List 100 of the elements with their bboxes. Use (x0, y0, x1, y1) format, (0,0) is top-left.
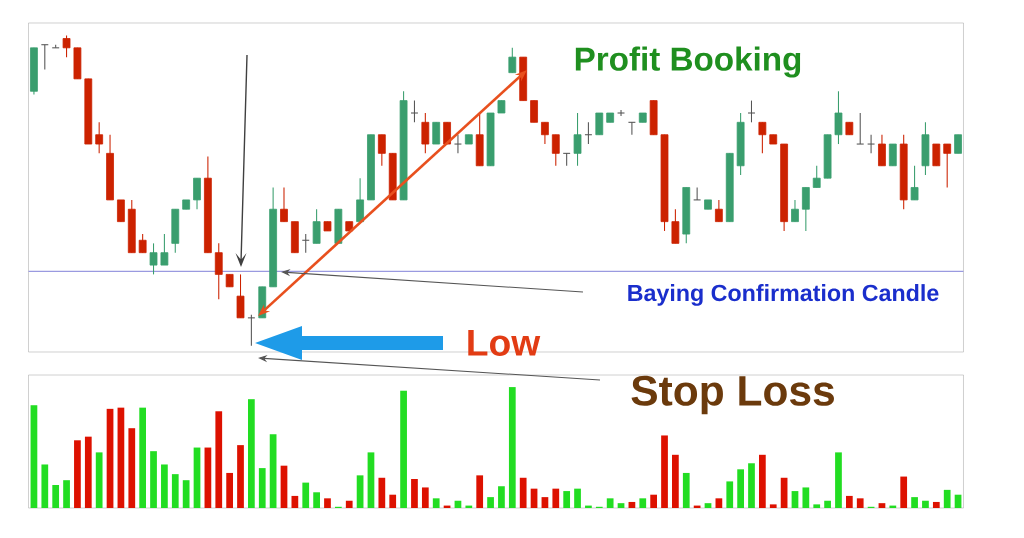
candlestick (432, 121, 441, 145)
bar (617, 503, 625, 508)
candlestick (421, 112, 430, 154)
bar (226, 472, 234, 508)
candlestick (910, 165, 919, 201)
candlestick (867, 134, 876, 154)
bar (313, 492, 320, 508)
bar (139, 407, 147, 508)
bar (161, 464, 168, 508)
bar (432, 498, 440, 508)
bar (835, 452, 842, 508)
bar (248, 399, 255, 508)
candlestick (747, 100, 756, 123)
candlestick (508, 47, 517, 74)
bar (813, 504, 821, 508)
candlestick (595, 112, 604, 136)
bar (552, 488, 560, 508)
bar (900, 476, 908, 508)
candlestick (562, 152, 571, 167)
candlestick (617, 109, 626, 117)
bar (302, 482, 310, 508)
candlestick (117, 199, 125, 223)
bar (606, 498, 614, 508)
bar (824, 500, 831, 508)
candlestick (671, 208, 680, 244)
candlestick (214, 242, 223, 300)
bar (563, 491, 571, 508)
bar (541, 497, 549, 508)
bar (74, 440, 81, 508)
bar (922, 500, 929, 508)
candlestick (584, 121, 593, 145)
annotation: Profit Booking (575, 46, 801, 78)
bar (345, 500, 353, 508)
candlestick (627, 121, 636, 136)
bar (421, 487, 429, 508)
bar (943, 489, 951, 508)
bar (715, 498, 723, 508)
bar (400, 390, 407, 508)
bar (258, 468, 266, 508)
candlestick (193, 177, 201, 210)
bar (215, 411, 223, 508)
candlestick (301, 233, 310, 254)
bar (574, 488, 581, 508)
candlestick (715, 199, 723, 223)
candlestick (943, 143, 952, 189)
bar (737, 469, 744, 508)
candlestick (247, 314, 256, 347)
bar (845, 495, 853, 508)
bar (911, 497, 918, 508)
bar (769, 504, 777, 508)
candlestick (149, 242, 158, 275)
bar (52, 485, 60, 508)
candlestick (573, 112, 582, 167)
candlestick (693, 186, 702, 201)
bar (324, 498, 331, 508)
candlestick (541, 121, 549, 145)
candlestick (377, 134, 386, 167)
bar (672, 454, 679, 508)
candlestick (530, 100, 538, 123)
candlestick (410, 100, 419, 123)
bar (726, 481, 734, 508)
candlestick (40, 44, 49, 71)
bar (291, 495, 299, 508)
bar (498, 486, 505, 508)
candlestick (138, 233, 147, 254)
bar (758, 454, 766, 508)
candlestick (812, 165, 821, 189)
bar (237, 445, 244, 508)
candlestick (878, 134, 886, 167)
bar (704, 503, 712, 508)
bar (150, 451, 157, 508)
candlestick (758, 121, 767, 154)
bar (802, 487, 810, 508)
candlestick (801, 186, 810, 232)
candlestick (932, 143, 941, 167)
bar (84, 436, 92, 508)
candlestick (888, 143, 897, 167)
candlestick (312, 208, 321, 244)
bar (639, 498, 647, 508)
annotation: Baying Confirmation Candle (628, 284, 939, 306)
bar (411, 478, 418, 508)
bar (182, 480, 190, 508)
bar (356, 475, 364, 508)
bar (856, 498, 864, 508)
candlestick (551, 134, 560, 167)
candlestick (62, 34, 71, 58)
bar (171, 474, 179, 508)
bar (878, 503, 886, 508)
bar (650, 494, 658, 508)
candlestick (160, 233, 169, 266)
candlestick (834, 90, 843, 145)
bar (389, 494, 397, 508)
bar (682, 472, 690, 508)
bar (748, 463, 755, 508)
bar (487, 497, 494, 508)
bar (378, 477, 386, 508)
bar (476, 475, 484, 508)
candlestick (356, 177, 364, 223)
candlestick (453, 134, 462, 154)
candlestick (95, 121, 104, 154)
